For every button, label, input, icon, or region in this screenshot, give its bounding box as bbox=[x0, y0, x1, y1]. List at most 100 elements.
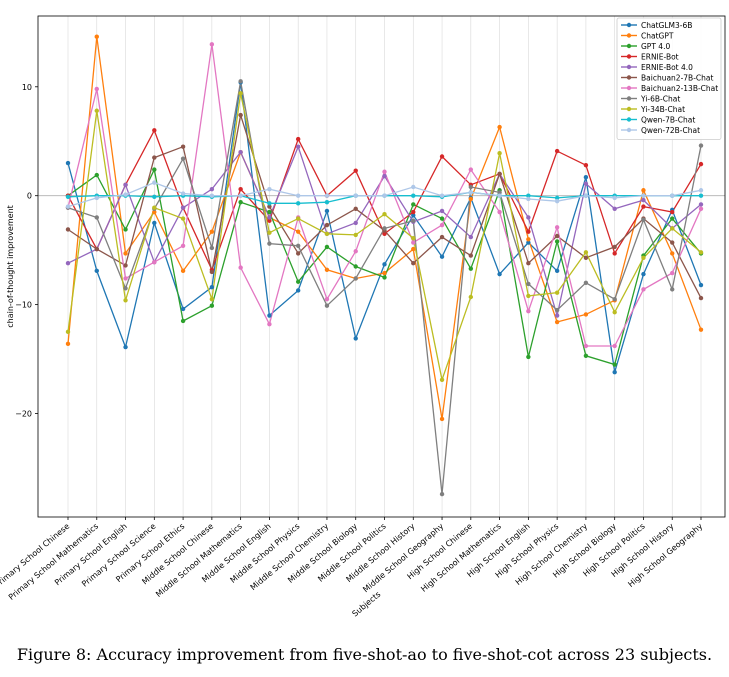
data-point bbox=[641, 271, 646, 277]
data-point bbox=[411, 193, 416, 198]
data-point bbox=[295, 279, 301, 284]
data-point bbox=[526, 193, 531, 198]
data-point bbox=[612, 195, 617, 201]
data-point bbox=[238, 91, 243, 96]
data-point bbox=[612, 343, 617, 349]
data-point bbox=[324, 244, 330, 250]
data-point bbox=[209, 245, 215, 251]
data-point bbox=[123, 286, 128, 291]
data-point bbox=[583, 255, 589, 260]
data-point bbox=[123, 263, 128, 268]
data-point bbox=[180, 306, 186, 312]
legend-label: Yi-6B-Chat bbox=[640, 94, 680, 103]
data-point bbox=[180, 144, 186, 149]
data-point bbox=[670, 287, 675, 292]
data-point bbox=[411, 184, 416, 190]
data-point bbox=[670, 251, 675, 256]
legend-marker bbox=[626, 33, 632, 38]
data-point bbox=[209, 303, 215, 308]
data-point bbox=[670, 209, 675, 215]
legend-label: Baichuan2-7B-Chat bbox=[641, 73, 713, 82]
data-point bbox=[411, 246, 416, 252]
data-point bbox=[94, 172, 99, 178]
data-point bbox=[670, 193, 675, 198]
data-point bbox=[439, 491, 445, 497]
legend-marker bbox=[626, 106, 632, 112]
data-point bbox=[411, 240, 416, 245]
data-point bbox=[65, 194, 71, 199]
data-point bbox=[180, 318, 186, 324]
figure-caption: Figure 8: Accuracy improvement from five… bbox=[16, 645, 713, 664]
data-point bbox=[641, 204, 646, 209]
data-point bbox=[123, 344, 128, 350]
data-point bbox=[180, 268, 186, 274]
data-point bbox=[411, 218, 416, 223]
data-point bbox=[497, 271, 502, 277]
data-point bbox=[267, 204, 272, 209]
data-point bbox=[641, 193, 646, 198]
data-point bbox=[612, 296, 617, 302]
data-point bbox=[123, 298, 128, 303]
data-point bbox=[65, 329, 71, 335]
data-point bbox=[295, 136, 301, 142]
data-point bbox=[65, 261, 71, 266]
data-point bbox=[641, 217, 646, 222]
data-point bbox=[382, 226, 387, 231]
data-point bbox=[238, 193, 243, 198]
data-point bbox=[468, 234, 474, 240]
data-point bbox=[65, 341, 71, 347]
data-point bbox=[382, 173, 387, 179]
y-tick-label: 0 bbox=[27, 192, 32, 201]
data-point bbox=[382, 270, 387, 276]
data-point bbox=[123, 251, 128, 256]
data-point bbox=[382, 169, 387, 174]
data-point bbox=[411, 202, 416, 207]
data-point bbox=[526, 261, 531, 266]
data-point bbox=[554, 239, 560, 244]
legend-marker bbox=[626, 127, 632, 133]
data-point bbox=[583, 181, 589, 186]
data-point bbox=[670, 270, 675, 276]
data-point bbox=[670, 226, 675, 231]
data-point bbox=[583, 280, 589, 286]
y-tick-label: −10 bbox=[15, 301, 32, 310]
data-point bbox=[209, 42, 215, 47]
data-point bbox=[353, 232, 358, 238]
legend-label: ChatGLM3-6B bbox=[641, 21, 692, 30]
data-point bbox=[439, 377, 445, 382]
data-point bbox=[209, 269, 215, 275]
data-point bbox=[65, 227, 71, 232]
data-point bbox=[152, 259, 157, 265]
data-point bbox=[612, 362, 617, 367]
data-point bbox=[612, 310, 617, 315]
data-point bbox=[583, 163, 589, 168]
data-point bbox=[295, 201, 301, 206]
data-point bbox=[612, 251, 617, 256]
legend-label: Qwen-7B-Chat bbox=[641, 115, 695, 124]
data-point bbox=[123, 227, 128, 232]
data-point bbox=[612, 369, 617, 375]
data-point bbox=[152, 180, 157, 185]
data-point bbox=[324, 208, 330, 214]
data-point bbox=[353, 276, 358, 281]
data-point bbox=[554, 307, 560, 313]
data-point bbox=[238, 186, 243, 192]
data-point bbox=[554, 195, 560, 201]
legend-marker bbox=[626, 54, 632, 59]
data-point bbox=[152, 167, 157, 172]
legend-marker bbox=[626, 22, 632, 28]
data-point bbox=[468, 167, 474, 172]
data-point bbox=[468, 184, 474, 190]
data-point bbox=[152, 128, 157, 133]
data-point bbox=[554, 268, 560, 274]
data-point bbox=[267, 230, 272, 235]
data-point bbox=[123, 276, 128, 281]
data-point bbox=[439, 222, 445, 228]
legend-label: ChatGPT bbox=[641, 31, 674, 40]
data-point bbox=[583, 343, 589, 349]
plot-frame bbox=[37, 15, 726, 518]
data-point bbox=[238, 200, 243, 205]
data-point bbox=[698, 161, 704, 167]
data-point bbox=[152, 209, 157, 215]
